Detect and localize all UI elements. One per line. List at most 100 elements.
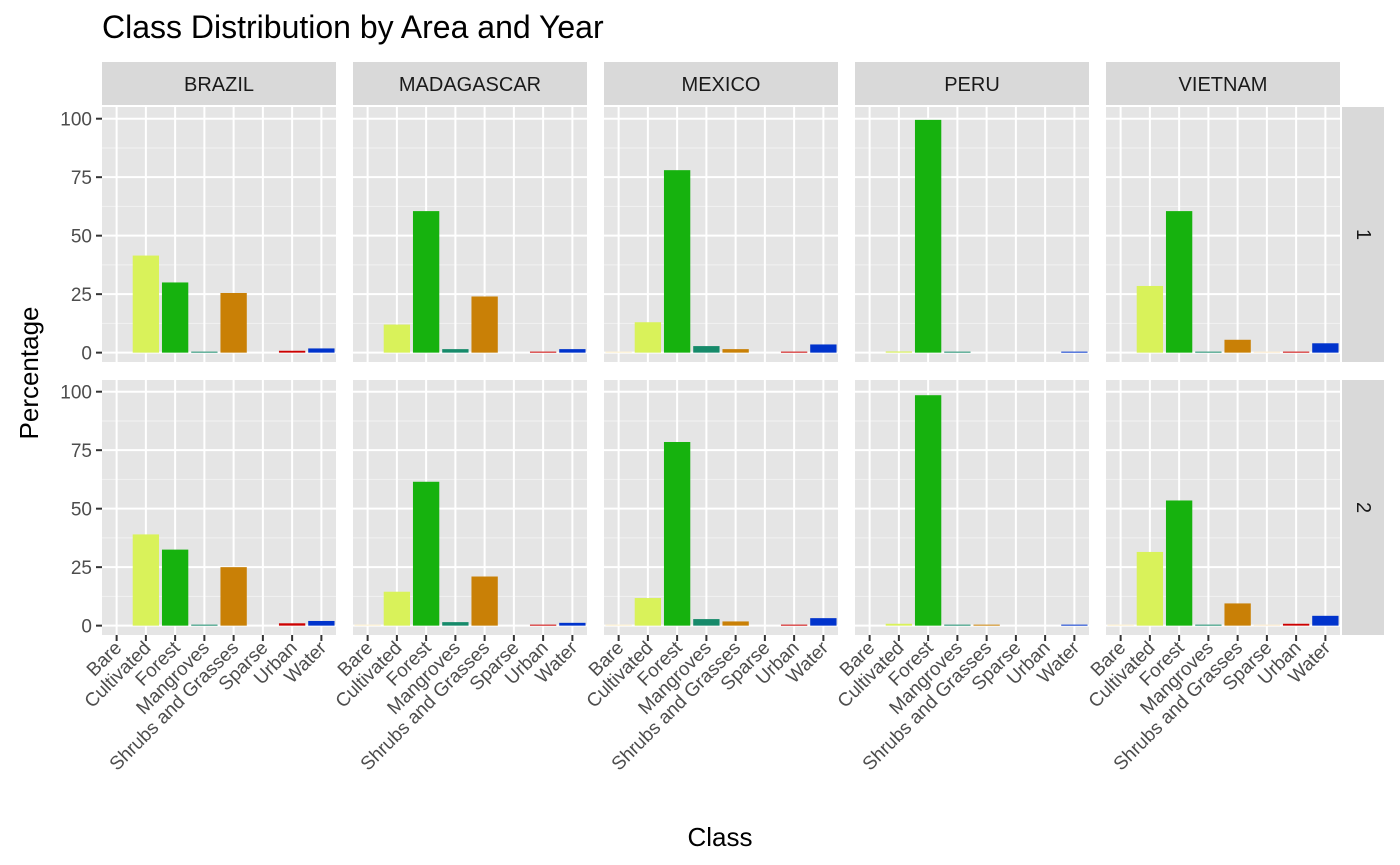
bar-forest [663, 441, 691, 626]
bar-cultivated [885, 623, 913, 626]
bar-water [1061, 351, 1088, 353]
bar-cultivated [634, 322, 662, 353]
bar-mangroves [944, 624, 971, 626]
y-tick-label: 50 [71, 500, 92, 521]
strip-label-mexico: MEXICO [682, 74, 761, 96]
bar-water [810, 618, 837, 626]
bar-water [1061, 624, 1088, 626]
bar-bare [354, 624, 381, 626]
panel-background [353, 107, 587, 362]
bar-shrubs-and-grasses [722, 349, 749, 353]
bar-sparse [1253, 624, 1281, 626]
bar-urban [529, 351, 557, 353]
bar-forest [914, 395, 942, 626]
bar-shrubs-and-grasses [471, 576, 498, 626]
bar-forest [914, 119, 942, 353]
y-tick-label: 0 [81, 617, 92, 638]
bar-urban [1282, 623, 1310, 626]
panel-mexico-1 [604, 107, 838, 362]
bar-water [1312, 615, 1339, 626]
bar-shrubs-and-grasses [220, 567, 247, 626]
bar-urban [529, 624, 557, 626]
panel-peru-1 [855, 107, 1089, 362]
bar-bare [605, 351, 632, 353]
bar-water [559, 349, 586, 353]
strip-madagascar [353, 62, 587, 105]
bar-bare [605, 624, 632, 626]
bar-mangroves [191, 624, 218, 626]
bar-shrubs-and-grasses [471, 296, 498, 353]
y-tick-label: 25 [71, 285, 92, 306]
bar-water [559, 622, 586, 626]
strip-label-vietnam: VIETNAM [1179, 74, 1268, 96]
bar-water [810, 344, 837, 353]
strip-vietnam [1106, 62, 1340, 105]
y-tick-label: 50 [71, 227, 92, 248]
chart-title: Class Distribution by Area and Year [102, 9, 604, 45]
panel-vietnam-1 [1106, 107, 1340, 362]
panel-brazil-1: 0 25 50 75 100 [60, 107, 336, 365]
y-axis-title: Percentage [14, 307, 44, 440]
bar-forest [412, 481, 440, 626]
bar-cultivated [383, 591, 411, 626]
bar-forest [161, 549, 189, 626]
bar-cultivated [1136, 285, 1164, 353]
y-tick-label: 75 [71, 168, 92, 189]
panel-background [604, 107, 838, 362]
bar-shrubs-and-grasses [1224, 603, 1251, 626]
panels-layer: BRAZIL MADAGASCAR MEXICO PERU VIETNAM 1 2 0 25 50… [60, 62, 1384, 775]
bar-mangroves [693, 619, 720, 626]
y-tick-label: 25 [71, 558, 92, 579]
bar-mangroves [442, 349, 469, 353]
bar-urban [780, 624, 808, 626]
bar-sparse [1253, 351, 1281, 353]
bar-forest [412, 211, 440, 353]
panel-background [855, 107, 1089, 362]
bar-cultivated [1136, 551, 1164, 626]
panel-background [855, 380, 1089, 635]
bar-shrubs-and-grasses [1224, 339, 1251, 353]
bar-cultivated [634, 598, 662, 626]
row-strip-2 [1342, 380, 1384, 635]
bar-mangroves [1195, 351, 1222, 353]
strip-label-madagascar: MADAGASCAR [399, 74, 541, 96]
y-tick-label: 75 [71, 441, 92, 462]
bar-mangroves [191, 351, 218, 353]
bar-cultivated [132, 534, 160, 626]
strip-brazil [102, 62, 336, 105]
panel-madagascar-1 [353, 107, 587, 362]
bar-mangroves [944, 351, 971, 353]
bar-mangroves [1195, 624, 1222, 626]
bar-urban [1282, 351, 1310, 353]
bar-shrubs-and-grasses [220, 292, 247, 353]
bar-mangroves [442, 622, 469, 626]
bar-cultivated [383, 324, 411, 353]
bar-urban [780, 351, 808, 353]
y-tick-label: 0 [81, 344, 92, 365]
bar-forest [663, 170, 691, 353]
bar-water [308, 620, 335, 626]
y-tick-label: 100 [60, 383, 92, 404]
bar-forest [1165, 500, 1193, 626]
bar-cultivated [132, 255, 160, 353]
bar-shrubs-and-grasses [722, 621, 749, 626]
bar-urban [278, 623, 306, 626]
bar-mangroves [693, 346, 720, 353]
panel-brazil-2: 0255075100BareCultivatedForestMangrovesS… [60, 380, 336, 775]
bar-water [308, 348, 335, 353]
bar-shrubs-and-grasses [973, 624, 1000, 626]
row-strip-label-2: 2 [1352, 502, 1374, 513]
strip-label-brazil: BRAZIL [184, 74, 254, 96]
panel-background [604, 380, 838, 635]
strip-peru [855, 62, 1089, 105]
bar-forest [161, 282, 189, 353]
bar-urban [278, 350, 306, 353]
y-tick-label: 100 [60, 110, 92, 131]
strip-mexico [604, 62, 838, 105]
row-strip-1 [1342, 107, 1384, 362]
